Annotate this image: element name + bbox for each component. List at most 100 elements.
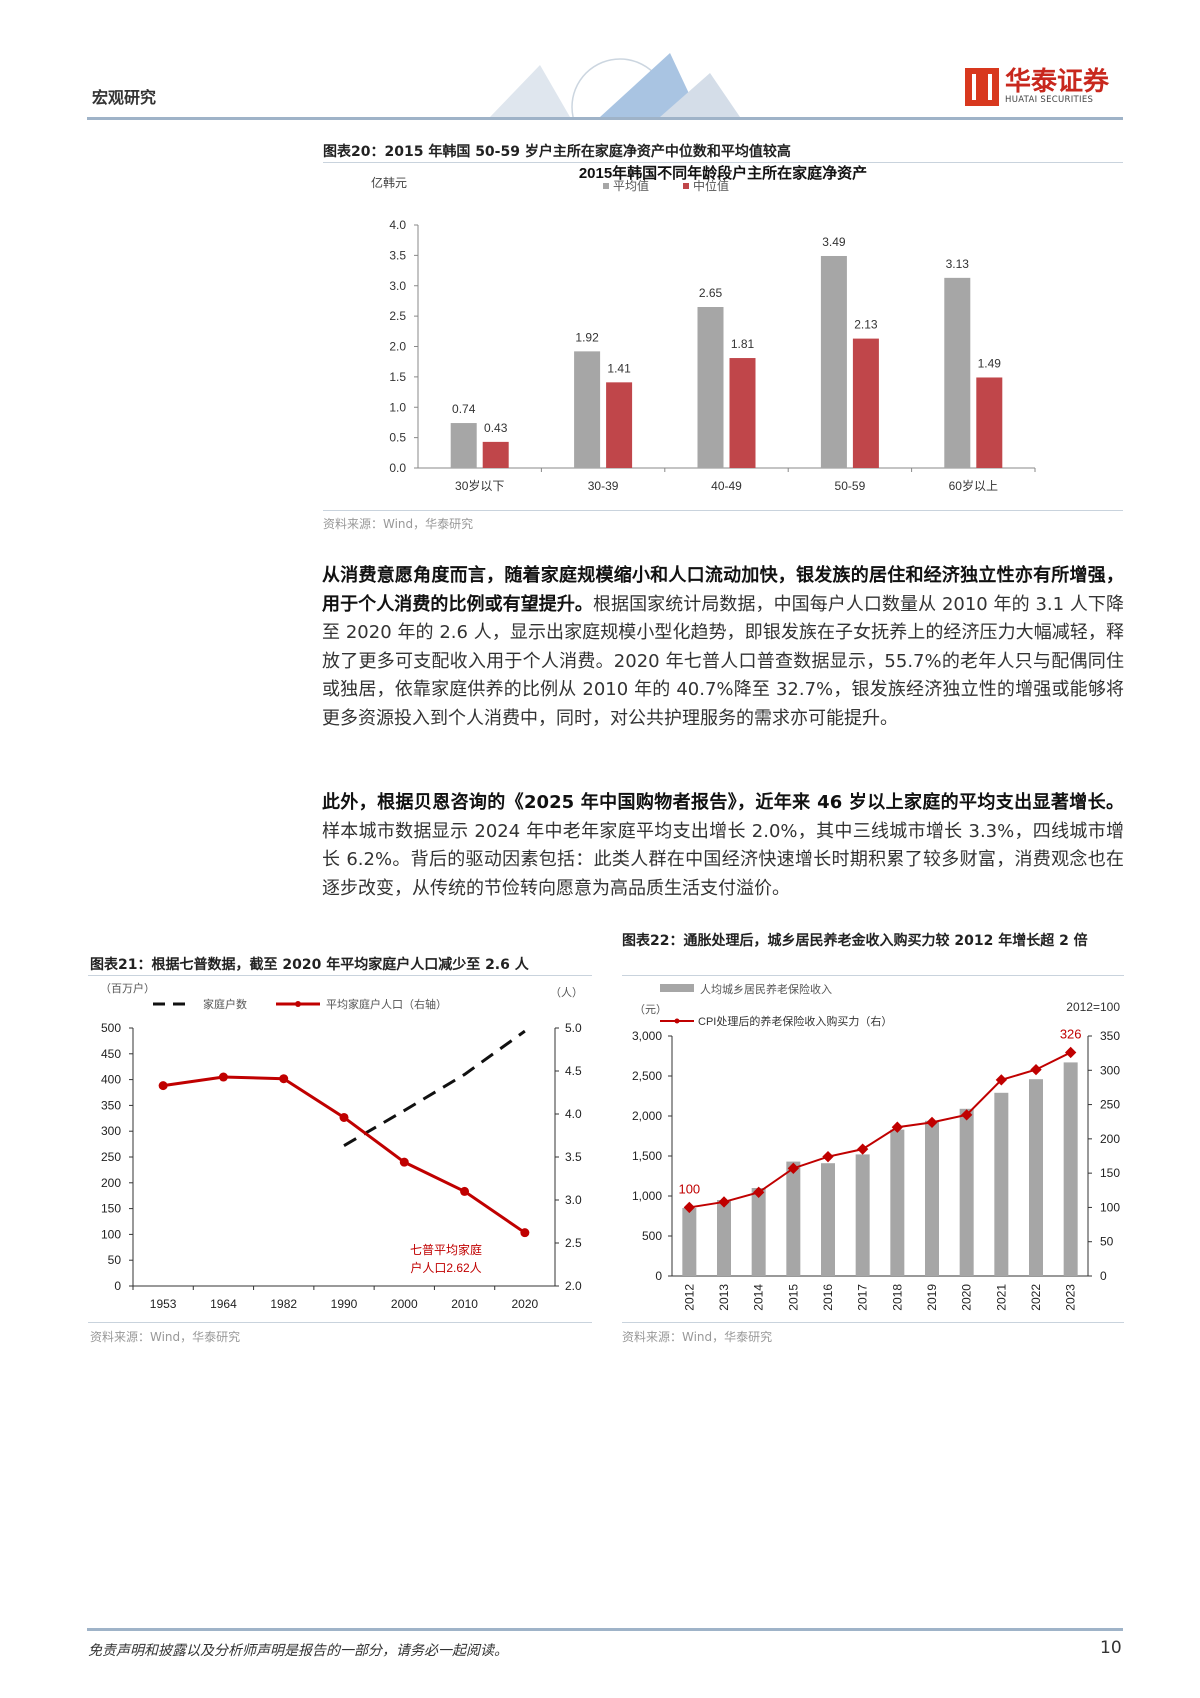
paragraph-1-body: 根据国家统计局数据，中国每户人口数量从 2010 年的 3.1 人下降至 202…	[322, 593, 1124, 729]
left-tick-label: 250	[101, 1150, 121, 1164]
bar	[925, 1120, 939, 1276]
bar	[682, 1208, 697, 1276]
legend-marker	[295, 1001, 301, 1007]
data-point	[460, 1186, 470, 1196]
bar	[450, 423, 477, 468]
bar	[890, 1129, 905, 1276]
right-tick-label: 4.0	[565, 1107, 582, 1121]
x-tick-label: 1953	[150, 1297, 177, 1311]
left-tick-label: 500	[642, 1229, 662, 1243]
right-tick-label: 4.5	[565, 1064, 582, 1078]
right-tick-label: 5.0	[565, 1021, 582, 1035]
right-tick-label: 100	[1100, 1200, 1120, 1214]
bar	[944, 277, 971, 468]
fig20-title: 图表20：2015 年韩国 50-59 岁户主所在家庭净资产中位数和平均值较高	[323, 144, 791, 160]
data-label: 1.92	[575, 330, 599, 344]
left-tick-label: 400	[101, 1073, 121, 1087]
x-tick-label: 2018	[890, 1284, 904, 1311]
data-label: 2.65	[699, 286, 723, 300]
household-count-line	[343, 1029, 526, 1147]
left-tick-label: 1,500	[632, 1149, 662, 1163]
fig21-title: 图表21：根据七普数据，截至 2020 年平均家庭户人口减少至 2.6 人	[90, 957, 529, 973]
data-point	[218, 1072, 228, 1082]
logo-mark-icon	[965, 68, 999, 106]
left-tick-label: 200	[101, 1176, 121, 1190]
x-tick-label: 2014	[752, 1284, 766, 1311]
data-point	[158, 1081, 168, 1091]
fig22-chart: 人均城乡居民养老保险收入 （元） 2012=100 CPI处理后的养老保险收入购买力（…	[632, 982, 1120, 1311]
right-tick-label: 2.5	[565, 1236, 582, 1250]
data-label: 1.81	[731, 337, 755, 351]
data-point	[279, 1074, 289, 1084]
right-tick-label: 2.0	[565, 1279, 582, 1293]
fig22-bottom-rule	[622, 1322, 1124, 1323]
data-label: 0.43	[484, 421, 508, 435]
fig21-chart: （百万户） （人） 家庭户数 平均家庭户人口（右轴） 0 50 100 150 200 250 30…	[100, 981, 583, 1311]
data-label: 0.74	[452, 402, 476, 416]
footer-divider	[87, 1628, 1123, 1631]
x-tick-label: 2013	[717, 1284, 731, 1311]
x-tick-label: 2020	[960, 1284, 974, 1311]
right-tick-label: 3.0	[565, 1193, 582, 1207]
y-tick-label: 4.0	[389, 218, 406, 232]
data-label: 100	[678, 1181, 700, 1196]
right-tick-label: 250	[1100, 1098, 1120, 1112]
left-tick-label: 2,000	[632, 1109, 662, 1123]
legend-label: 家庭户数	[203, 997, 247, 1011]
avg-household-size-line	[162, 1075, 526, 1234]
legend-label: 平均值	[613, 178, 649, 193]
left-tick-label: 0	[655, 1269, 662, 1283]
data-point	[961, 1109, 973, 1121]
x-tick-label: 2016	[821, 1284, 835, 1311]
logo-text-cn: 华泰证券	[1005, 67, 1110, 97]
header-decoration	[490, 53, 740, 117]
header-divider	[87, 117, 1123, 120]
right-axis-unit: （人）	[550, 986, 583, 999]
right-tick-label: 350	[1100, 1029, 1120, 1043]
x-tick-label: 1964	[210, 1297, 237, 1311]
data-point	[857, 1143, 869, 1155]
x-tick-label: 2020	[512, 1297, 539, 1311]
bar	[1063, 1062, 1078, 1276]
data-point	[399, 1157, 409, 1167]
bar	[697, 307, 724, 468]
annotation-text: 七普平均家庭	[410, 1242, 482, 1257]
y-tick-label: 1.5	[389, 370, 406, 384]
bar	[820, 255, 847, 468]
left-tick-label: 3,000	[632, 1029, 662, 1043]
x-tick-label: 2000	[391, 1297, 418, 1311]
left-axis-unit: （百万户）	[100, 981, 155, 995]
bar	[574, 351, 601, 468]
left-tick-label: 1,000	[632, 1189, 662, 1203]
fig21-bottom-rule	[88, 1322, 592, 1323]
x-tick-label: 2012	[682, 1284, 696, 1311]
data-point	[822, 1151, 834, 1163]
right-tick-label: 200	[1100, 1132, 1120, 1146]
data-label: 1.49	[978, 356, 1002, 370]
paragraph-1-lead: 从消费意愿角度而言，随着家庭规模缩小和人口流动加快，银发族的居住和经济独立性亦有…	[322, 565, 1124, 615]
x-tick-label: 1990	[331, 1297, 358, 1311]
annotation-text: 户人口2.62人	[410, 1260, 481, 1275]
huatai-logo: 华泰证券 HUATAI SECURITIES	[965, 68, 1109, 106]
bar	[821, 1163, 835, 1276]
right-tick-label: 0	[1100, 1269, 1107, 1283]
legend-marker	[674, 1018, 680, 1024]
data-label: 3.49	[822, 235, 846, 249]
fig21-rule	[88, 975, 592, 976]
x-tick-label: 2019	[925, 1284, 939, 1311]
bar	[855, 1154, 870, 1276]
bar	[751, 1188, 766, 1276]
left-tick-label: 100	[101, 1227, 121, 1241]
right-tick-label: 150	[1100, 1166, 1120, 1180]
data-point	[1030, 1063, 1042, 1076]
y-tick-label: 0.5	[389, 431, 406, 445]
left-tick-label: 300	[101, 1124, 121, 1138]
left-tick-label: 350	[101, 1098, 121, 1112]
legend-swatch	[683, 183, 689, 189]
bar	[959, 1108, 974, 1276]
legend-label: 平均家庭户人口（右轴）	[326, 997, 447, 1011]
bar	[717, 1200, 731, 1276]
fig21-source: 资料来源：Wind，华泰研究	[90, 1330, 241, 1344]
page-number: 10	[1100, 1638, 1122, 1658]
bar	[1029, 1079, 1043, 1276]
